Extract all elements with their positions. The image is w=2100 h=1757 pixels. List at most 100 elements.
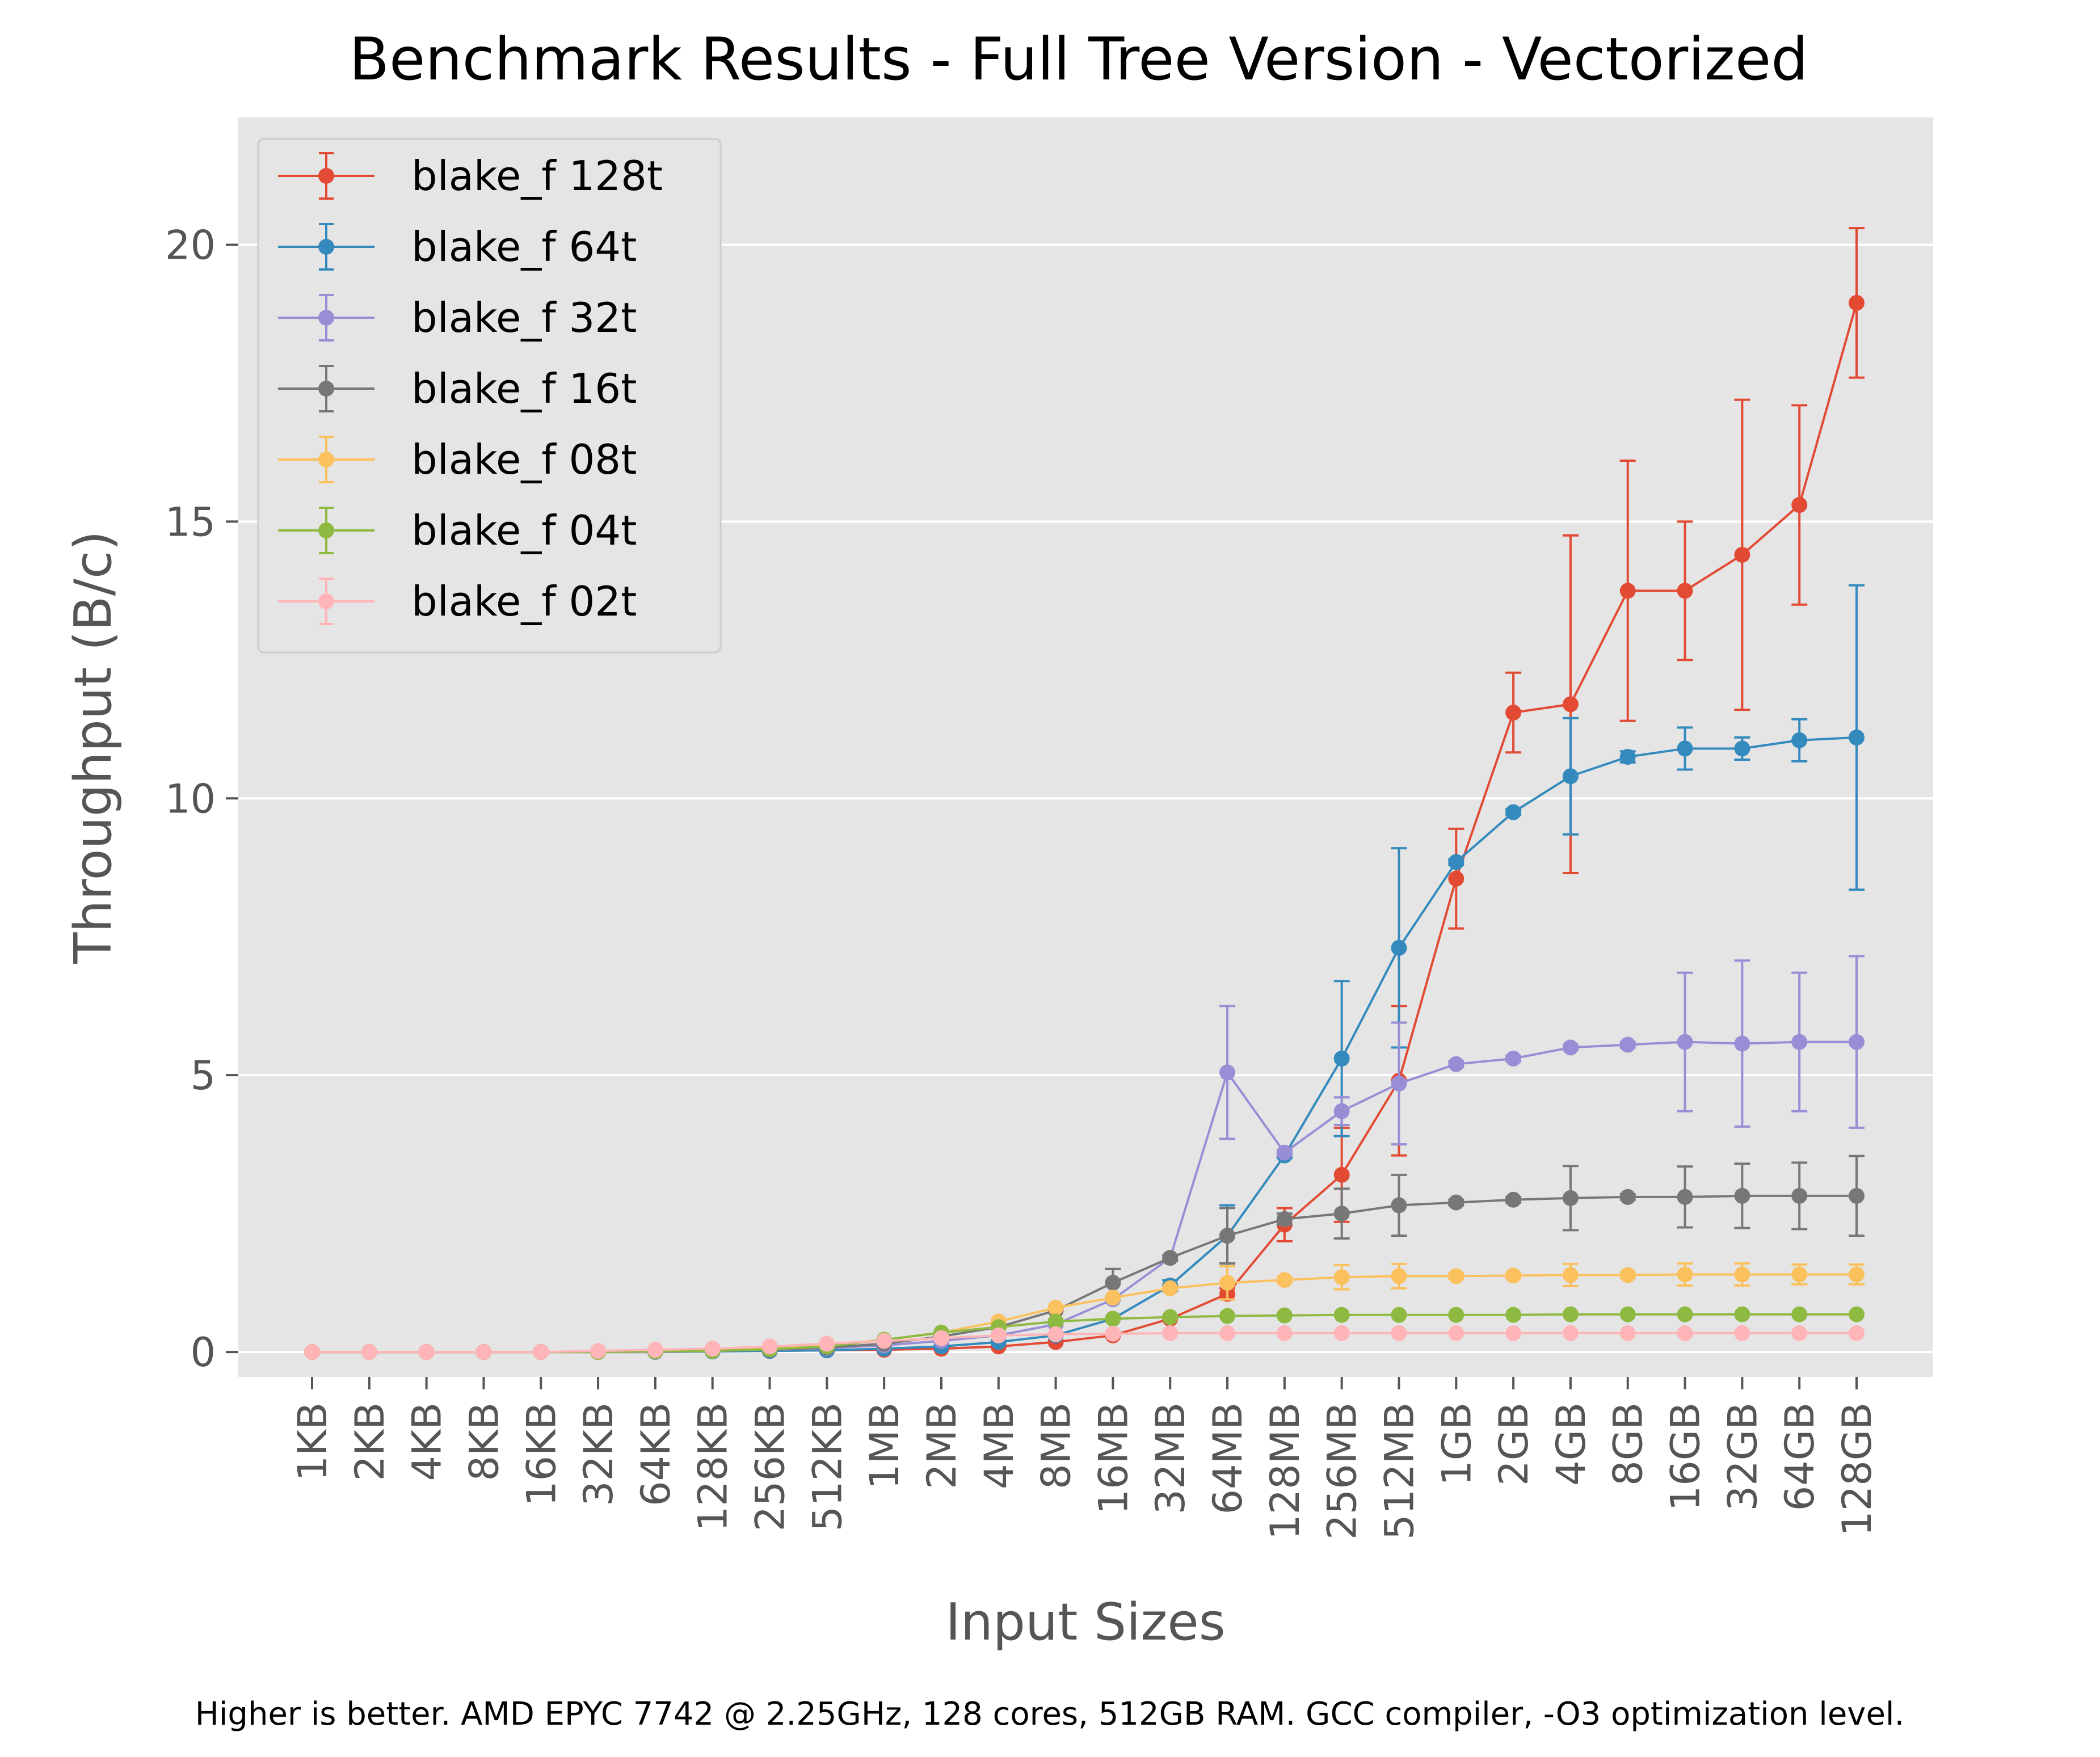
data-point [1619,1306,1636,1322]
legend-frame [257,138,722,654]
data-point [1276,1272,1293,1288]
x-tick-label: 16MB [1090,1402,1137,1515]
data-point [1619,1325,1636,1341]
data-point [1448,1307,1464,1323]
data-point [1505,1050,1522,1067]
data-point [1505,1267,1522,1284]
data-point [1619,749,1636,765]
data-point [1849,1187,1865,1204]
data-point [1333,1103,1350,1119]
data-point [1562,1190,1579,1206]
y-tick-label: 5 [190,1052,216,1099]
data-point [1448,870,1464,887]
data-point [1849,729,1865,745]
legend-entry: blake_f 32t [278,294,637,342]
data-point [1105,1290,1121,1306]
data-point [1333,1307,1350,1323]
data-point [1734,740,1750,757]
x-tick-label: 256MB [1319,1402,1366,1540]
data-point [1391,1075,1407,1092]
data-point [1391,1325,1407,1341]
data-point [1391,1268,1407,1284]
data-point [1734,1266,1750,1283]
x-tick-label: 4KB [404,1402,451,1481]
legend-entry: blake_f 16t [278,365,637,412]
x-tick-label: 32KB [575,1402,622,1506]
y-tick-label: 15 [165,499,216,545]
legend-marker [318,168,334,184]
y-tick-label: 20 [165,222,216,268]
y-tick-label: 0 [190,1329,216,1376]
legend-label: blake_f 08t [411,436,637,483]
x-tick-label: 64GB [1777,1402,1823,1511]
data-point [1734,1325,1750,1341]
x-tick-label: 512MB [1376,1402,1423,1540]
x-tick-label: 8GB [1605,1402,1652,1486]
data-point [1562,1306,1579,1322]
data-point [1791,497,1808,513]
data-point [933,1330,949,1346]
data-point [1677,1034,1693,1050]
x-tick-label: 128KB [690,1402,737,1532]
x-tick-label: 2GB [1491,1402,1537,1486]
legend-entry: blake_f 08t [278,436,637,483]
legend-marker [318,239,334,255]
data-point [1791,732,1808,748]
data-point [1047,1300,1064,1316]
x-tick-label: 256KB [747,1402,794,1532]
data-point [475,1344,492,1360]
data-point [1047,1326,1064,1342]
data-point [1162,1325,1179,1341]
x-tick-label: 16GB [1663,1402,1709,1511]
data-point [1849,1325,1865,1341]
data-point [418,1344,435,1360]
x-tick-label: 64MB [1205,1402,1251,1515]
data-point [1276,1307,1293,1324]
series-7 [304,1325,1865,1360]
x-tick-label: 512KB [804,1402,851,1532]
data-point [1849,1034,1865,1050]
data-point [304,1344,320,1360]
x-tick-label: 128GB [1834,1402,1880,1536]
data-point [1219,1308,1236,1324]
data-point [1562,1267,1579,1283]
legend-marker [318,381,334,397]
data-point [1677,1306,1693,1322]
legend-entry: blake_f 128t [278,152,663,200]
data-point [1677,583,1693,599]
data-point [1505,1307,1522,1323]
x-tick-label: 32MB [1147,1402,1194,1515]
data-point [1162,1250,1179,1266]
data-point [1677,1325,1693,1341]
data-point [1677,1189,1693,1205]
data-point [1219,1228,1236,1244]
data-point [1391,1197,1407,1214]
data-point [361,1344,377,1360]
data-point [1562,768,1579,785]
data-point [1276,1144,1293,1161]
data-point [1791,1266,1808,1283]
data-point [1734,1306,1750,1322]
data-point [1276,1211,1293,1227]
legend-marker [318,593,334,609]
data-point [1734,1187,1750,1204]
x-tick-label: 8KB [461,1402,507,1481]
data-point [1333,1050,1350,1067]
chart-title: Benchmark Results - Full Tree Version - … [349,26,1808,94]
data-point [819,1335,835,1352]
legend-label: blake_f 64t [411,223,637,271]
data-point [533,1344,549,1360]
data-point [1333,1206,1350,1222]
legend-entry: blake_f 04t [278,507,637,554]
data-point [1391,1307,1407,1323]
data-point [1162,1280,1179,1296]
data-point [761,1338,778,1355]
data-point [1791,1034,1808,1050]
x-tick-label: 2KB [347,1402,393,1481]
x-tick-label: 1MB [861,1402,908,1489]
legend-label: blake_f 32t [411,294,637,342]
series-layer [304,227,1865,1360]
y-tick-label: 10 [165,776,216,822]
legend: blake_f 128t blake_f 64t blake_f 32t blake_… [257,138,722,654]
